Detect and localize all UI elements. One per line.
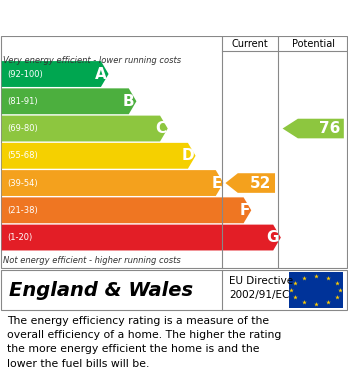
Text: G: G	[267, 230, 279, 245]
Text: (81-91): (81-91)	[7, 97, 38, 106]
Text: Very energy efficient - lower running costs: Very energy efficient - lower running co…	[3, 56, 182, 65]
Text: D: D	[181, 148, 194, 163]
Text: Potential: Potential	[292, 39, 335, 49]
Bar	[289, 272, 343, 308]
Text: The energy efficiency rating is a measure of the
overall efficiency of a home. T: The energy efficiency rating is a measur…	[7, 316, 281, 369]
Text: 76: 76	[319, 121, 340, 136]
Text: Energy Efficiency Rating: Energy Efficiency Rating	[10, 9, 239, 27]
Text: Current: Current	[232, 39, 269, 49]
Polygon shape	[2, 61, 109, 87]
Polygon shape	[283, 119, 344, 138]
Polygon shape	[2, 143, 196, 169]
Text: England & Wales: England & Wales	[9, 281, 193, 300]
Text: 52: 52	[250, 176, 271, 190]
Text: F: F	[239, 203, 250, 218]
Text: EU Directive
2002/91/EC: EU Directive 2002/91/EC	[229, 276, 293, 300]
Text: (55-68): (55-68)	[7, 151, 38, 160]
Polygon shape	[2, 197, 251, 223]
Polygon shape	[2, 224, 281, 251]
Text: (69-80): (69-80)	[7, 124, 38, 133]
Text: Not energy efficient - higher running costs: Not energy efficient - higher running co…	[3, 256, 181, 265]
Text: (92-100): (92-100)	[7, 70, 43, 79]
Text: E: E	[211, 176, 222, 190]
Polygon shape	[2, 170, 223, 196]
Text: (1-20): (1-20)	[7, 233, 32, 242]
Text: B: B	[123, 94, 135, 109]
Polygon shape	[2, 116, 168, 142]
Text: A: A	[95, 66, 107, 82]
Polygon shape	[2, 88, 136, 114]
Text: C: C	[155, 121, 166, 136]
Polygon shape	[226, 173, 275, 193]
Text: (21-38): (21-38)	[7, 206, 38, 215]
Text: (39-54): (39-54)	[7, 179, 38, 188]
